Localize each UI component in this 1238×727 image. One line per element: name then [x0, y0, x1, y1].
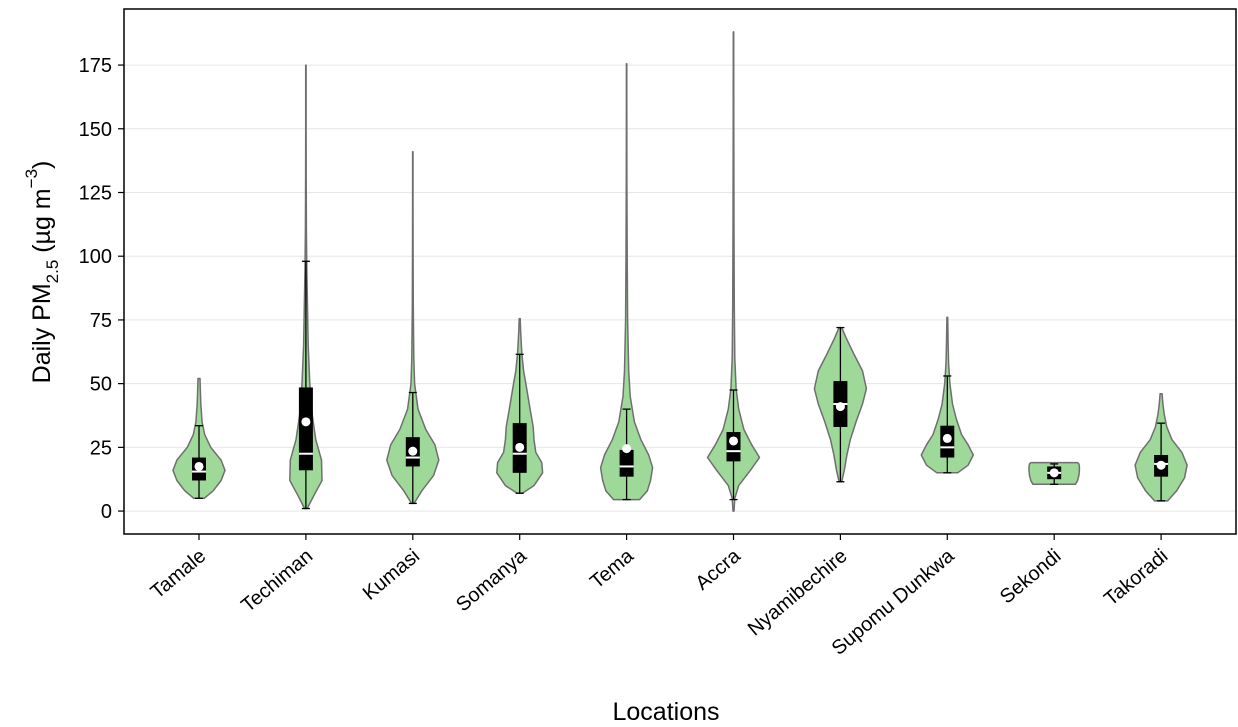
mean-point	[729, 436, 738, 446]
mean-point	[1156, 460, 1166, 470]
y-tick-label: 150	[79, 119, 112, 141]
y-axis-title-units-open: (µg m	[28, 188, 56, 259]
iqr-box	[619, 449, 634, 477]
violin-accra	[706, 31, 761, 512]
mean-point	[942, 433, 952, 443]
y-axis-title: Daily PM2.5 (µg m−3)	[22, 161, 62, 384]
y-tick-label: 100	[79, 246, 112, 268]
y-tick-label: 25	[90, 437, 112, 459]
violin-tema	[599, 63, 654, 501]
x-axis-title: Locations	[612, 698, 719, 726]
violin-kumasi	[386, 150, 440, 505]
mean-point	[1049, 468, 1059, 478]
y-tick-label: 125	[79, 182, 112, 204]
mean-point	[301, 417, 311, 427]
mean-point	[408, 446, 418, 456]
plot-frame	[123, 8, 1237, 535]
y-axis-title-units-close: )	[28, 161, 56, 169]
mean-point	[835, 402, 845, 412]
mean-point	[622, 444, 632, 454]
y-tick-label: 175	[79, 55, 112, 77]
y-tick-label: 50	[90, 374, 112, 396]
box-plots	[192, 260, 1169, 510]
y-axis: 0 25 50 75 100 125 150 175	[79, 55, 124, 523]
y-axis-title-prefix: Daily PM	[28, 283, 56, 383]
y-axis-title-subscript: 2.5	[43, 260, 62, 284]
mean-point	[515, 442, 525, 452]
y-axis-title-superscript: −3	[22, 169, 41, 188]
y-tick-label: 75	[90, 310, 112, 332]
mean-point	[194, 461, 204, 471]
y-tick-label: 0	[101, 501, 112, 523]
iqr-box	[298, 387, 313, 471]
iqr-box	[726, 432, 741, 462]
